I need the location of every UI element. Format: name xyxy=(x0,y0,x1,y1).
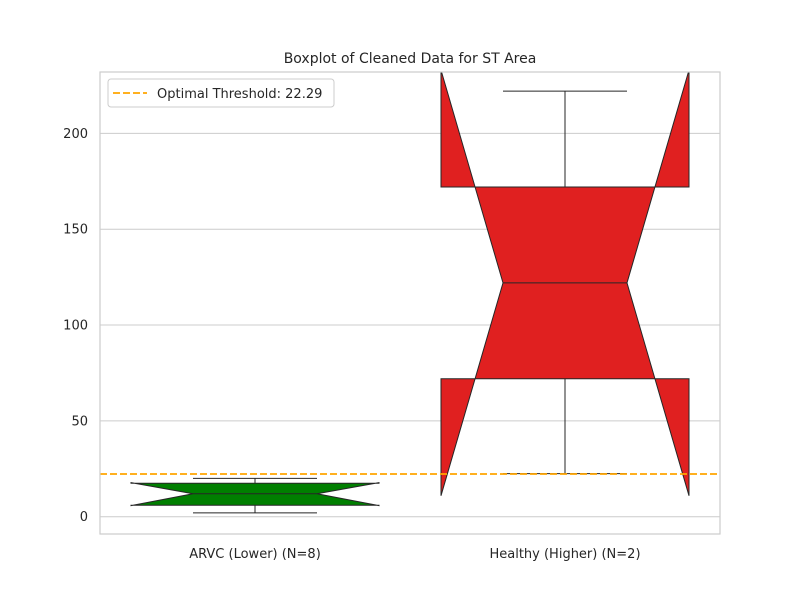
legend: Optimal Threshold: 22.29 xyxy=(107,78,335,108)
legend-label-threshold: Optimal Threshold: 22.29 xyxy=(157,87,322,102)
x-tick-label: Healthy (Higher) (N=2) xyxy=(489,547,640,562)
y-tick-label: 200 xyxy=(63,127,88,142)
y-tick-label: 50 xyxy=(71,414,88,429)
y-axis-ticks: 0 50 100 150 200 xyxy=(63,127,88,525)
box-group xyxy=(440,72,690,496)
legend-box xyxy=(107,78,335,108)
y-tick-label: 0 xyxy=(80,510,88,525)
x-axis-ticks: ARVC (Lower) (N=8) Healthy (Higher) (N=2) xyxy=(189,547,640,562)
boxes xyxy=(130,72,690,514)
plot-frame xyxy=(99,71,721,535)
chart-title: Boxplot of Cleaned Data for ST Area xyxy=(284,51,537,67)
x-tick-label: ARVC (Lower) (N=8) xyxy=(189,547,321,562)
box-group xyxy=(130,477,380,514)
y-tick-label: 100 xyxy=(63,319,88,334)
box-body xyxy=(440,72,690,496)
y-tick-label: 150 xyxy=(63,223,88,238)
